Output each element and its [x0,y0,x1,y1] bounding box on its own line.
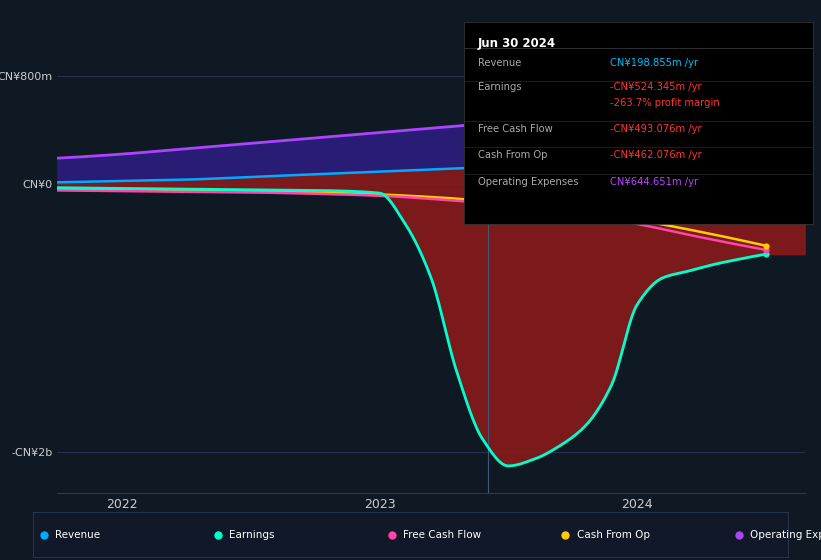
Text: Cash From Op: Cash From Op [576,530,649,540]
Text: -CN¥524.345m /yr: -CN¥524.345m /yr [610,82,702,92]
Text: CN¥644.651m /yr: CN¥644.651m /yr [610,176,699,186]
Text: -CN¥493.076m /yr: -CN¥493.076m /yr [610,124,702,134]
Text: Revenue: Revenue [478,58,521,68]
Text: Free Cash Flow: Free Cash Flow [478,124,553,134]
Text: Jun 30 2024: Jun 30 2024 [478,36,556,49]
Text: Cash From Op: Cash From Op [478,151,548,161]
Text: -263.7% profit margin: -263.7% profit margin [610,98,720,108]
Text: Revenue: Revenue [56,530,101,540]
Text: Earnings: Earnings [229,530,275,540]
Text: Free Cash Flow: Free Cash Flow [403,530,481,540]
Text: -CN¥462.076m /yr: -CN¥462.076m /yr [610,151,702,161]
Text: CN¥198.855m /yr: CN¥198.855m /yr [610,58,699,68]
Text: Earnings: Earnings [478,82,521,92]
Text: Operating Expenses: Operating Expenses [750,530,821,540]
Text: Operating Expenses: Operating Expenses [478,176,578,186]
